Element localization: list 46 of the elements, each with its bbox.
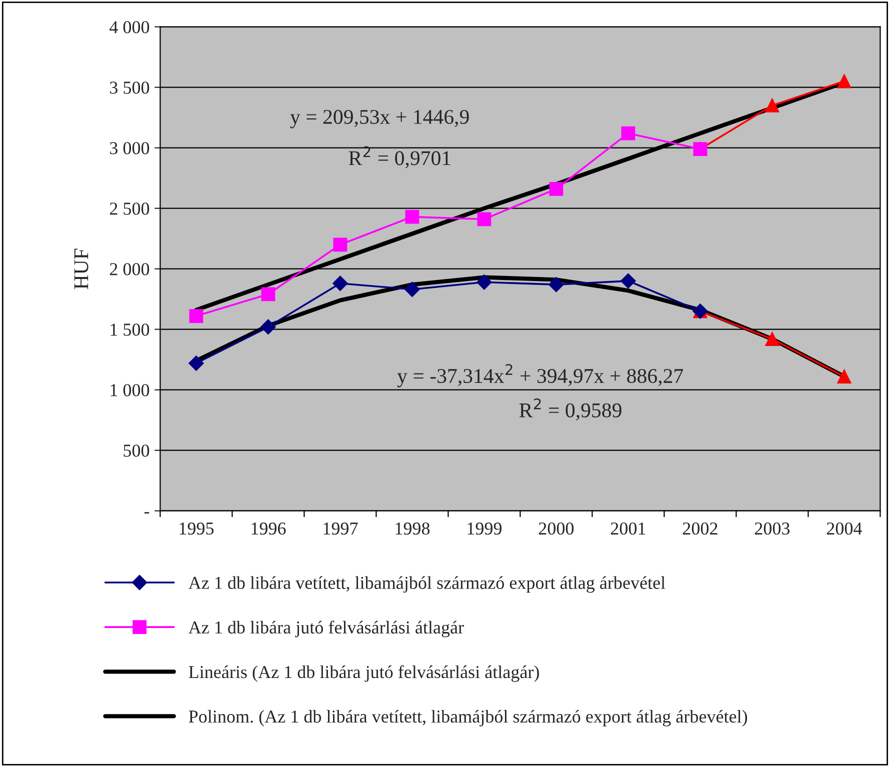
point xyxy=(189,309,204,323)
point xyxy=(333,238,348,252)
x-tick-label: 1997 xyxy=(324,522,358,535)
y-tick-label: 500 xyxy=(124,444,150,457)
y-tick-label: 3 500 xyxy=(110,82,150,94)
x-tick-label: 2003 xyxy=(754,522,790,535)
x-tick-label: 1998 xyxy=(396,522,430,535)
annotation: R$^{2}$ = 0,9589 xyxy=(519,398,622,420)
x-tick-label: 2000 xyxy=(538,522,574,535)
y-tick-label: 2 000 xyxy=(110,263,150,276)
x-tick-label: 1999 xyxy=(468,522,502,535)
y-tick-label: 3 000 xyxy=(110,142,150,154)
annotation: y = -37,314x$^{2}$ + 394,97x + 886,27 xyxy=(397,364,684,388)
legend-label: Az 1 db libára vetített, libamájból származó export átlag árbevétel xyxy=(188,576,666,593)
x-tick-label: 2001 xyxy=(610,522,646,535)
point xyxy=(549,182,564,196)
point xyxy=(765,98,780,112)
x-tick-label: 2002 xyxy=(682,522,718,535)
y-tick-label: 1 000 xyxy=(110,384,150,396)
x-tick-label: 1995 xyxy=(180,522,214,535)
point xyxy=(404,282,420,297)
legend-label: Lineáris (Az 1 db libára jutó felvásárlási átlagár) xyxy=(188,665,539,682)
point xyxy=(477,212,492,226)
y-axis-title: HUF xyxy=(74,248,88,290)
point xyxy=(476,274,492,290)
y-tick-label: 1 500 xyxy=(110,324,150,336)
point xyxy=(260,319,276,334)
point xyxy=(405,210,420,224)
x-tick-label: 2004 xyxy=(826,522,862,535)
legend-label: Az 1 db libára jutó felvásárlási átlagár xyxy=(188,620,464,638)
y-tick-label: 2 500 xyxy=(110,202,150,215)
point xyxy=(332,276,348,291)
legend-label: Polinom. (Az 1 db libára vetített, libamájból származó export átlag árbevétel) xyxy=(188,710,748,726)
point xyxy=(765,332,780,346)
point xyxy=(620,273,636,289)
point xyxy=(621,126,636,140)
point xyxy=(837,370,852,384)
y-tick-label: 4 000 xyxy=(110,21,150,34)
annotation: y = 209,53x + 1446,9 xyxy=(290,110,469,128)
point xyxy=(261,287,276,302)
point xyxy=(188,356,204,371)
point xyxy=(837,74,852,88)
y-tick-label: - xyxy=(144,512,150,514)
point xyxy=(548,276,564,292)
x-tick-label: 1996 xyxy=(252,522,286,535)
annotation: R$^{2}$ = 0,9701 xyxy=(348,146,450,168)
